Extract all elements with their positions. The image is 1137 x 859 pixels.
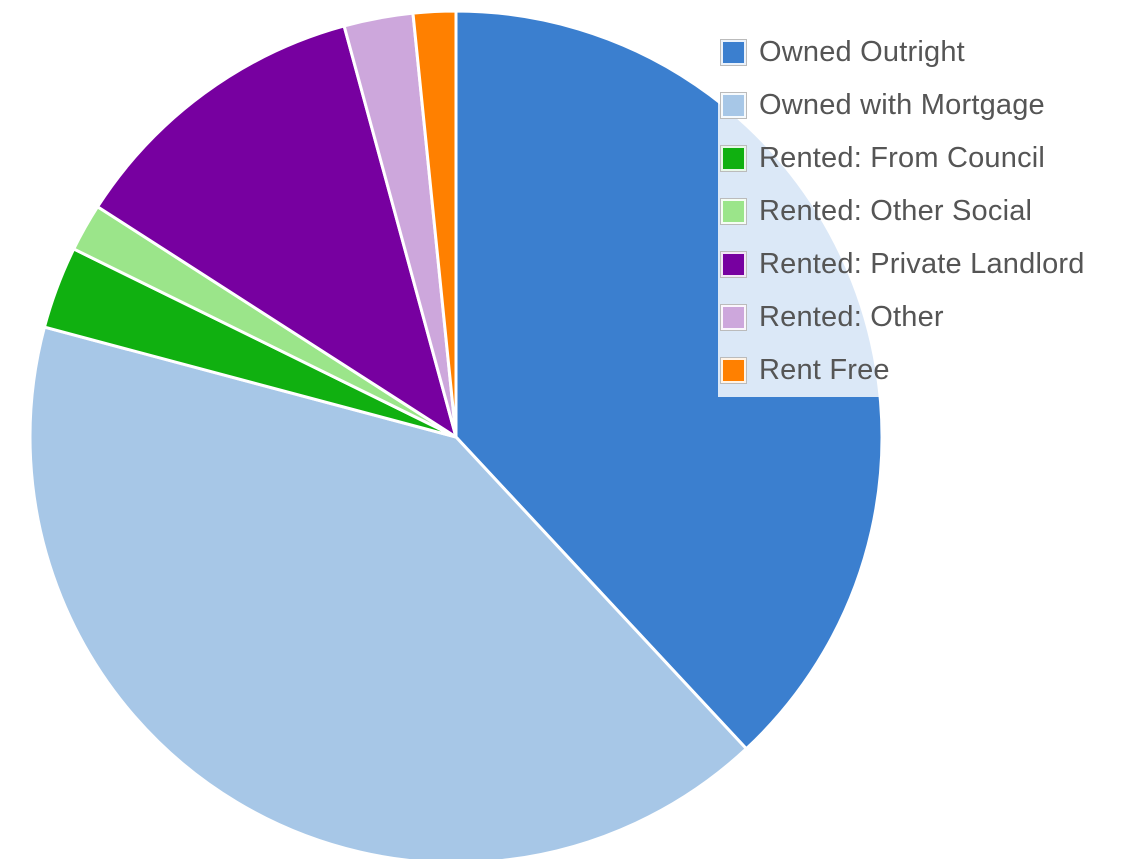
legend-swatch-owned-with-mortgage <box>720 92 747 119</box>
legend-label-owned-outright: Owned Outright <box>759 36 965 68</box>
legend-swatch-rent-free <box>720 357 747 384</box>
legend-label-rented-private-landlord: Rented: Private Landlord <box>759 248 1085 280</box>
pie-slice-owned-with-mortgage[interactable] <box>28 325 748 859</box>
legend-label-rented-other: Rented: Other <box>759 301 944 333</box>
legend-item-owned-outright[interactable]: Owned Outright <box>718 26 1128 79</box>
legend-item-rented-private-landlord[interactable]: Rented: Private Landlord <box>718 238 1128 291</box>
legend-label-rented-from-council: Rented: From Council <box>759 142 1046 174</box>
legend-label-owned-with-mortgage: Owned with Mortgage <box>759 89 1045 121</box>
legend-item-rent-free[interactable]: Rent Free <box>718 344 1128 397</box>
legend-item-owned-with-mortgage[interactable]: Owned with Mortgage <box>718 79 1128 132</box>
legend-swatch-rented-other <box>720 304 747 331</box>
legend-item-rented-other-social[interactable]: Rented: Other Social <box>718 185 1128 238</box>
legend-swatch-rented-private-landlord <box>720 251 747 278</box>
legend-label-rented-other-social: Rented: Other Social <box>759 195 1033 227</box>
legend-item-rented-from-council[interactable]: Rented: From Council <box>718 132 1128 185</box>
legend-swatch-rented-other-social <box>720 198 747 225</box>
pie-slice-rented-private-landlord[interactable] <box>96 24 458 439</box>
legend: Owned Outright Owned with Mortgage Rente… <box>718 26 1128 397</box>
legend-swatch-rented-from-council <box>720 145 747 172</box>
pie-slices <box>28 9 884 859</box>
legend-item-rented-other[interactable]: Rented: Other <box>718 291 1128 344</box>
pie-slice-rent-free[interactable] <box>411 9 458 439</box>
legend-label-rent-free: Rent Free <box>759 354 890 386</box>
legend-swatch-owned-outright <box>720 39 747 66</box>
